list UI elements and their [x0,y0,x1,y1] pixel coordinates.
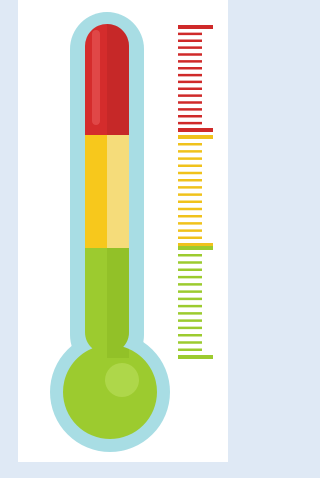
green-shade [107,248,129,358]
red-highlight [92,30,100,125]
bulb-highlight [105,363,139,397]
red-shade [107,20,129,135]
page: (() => { const g = document.getElementBy… [0,0,245,478]
thermometer-illustration [0,0,245,478]
yellow-shade [107,135,129,248]
